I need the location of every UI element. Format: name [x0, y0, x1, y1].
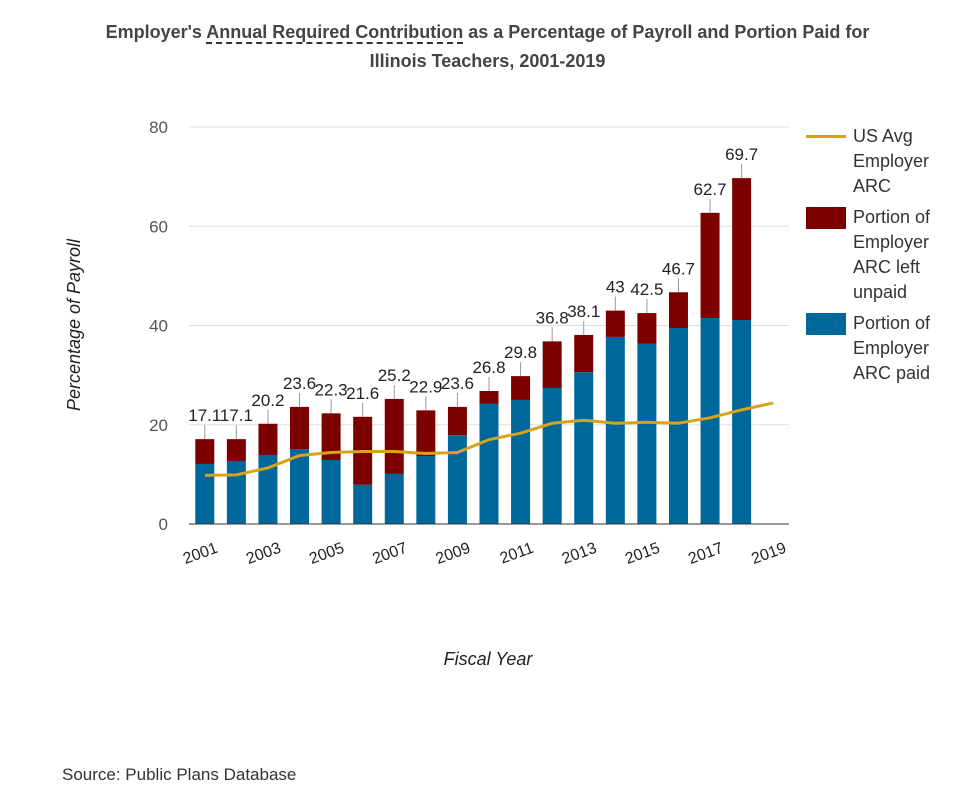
bar-segment	[668, 292, 688, 328]
bar-segment	[226, 460, 246, 524]
y-tick-label: 80	[149, 118, 168, 137]
bar-segment	[542, 388, 562, 524]
x-tick-label: 2003	[244, 540, 283, 568]
legend-label: Portion of Employer ARC left unpaid	[853, 207, 931, 302]
bar-segment	[290, 449, 310, 524]
data-label: 36.8	[536, 308, 569, 327]
data-label: 69.7	[725, 145, 758, 164]
bar-segment	[447, 435, 467, 524]
data-label: 25.2	[378, 366, 411, 385]
bar-segment	[226, 439, 246, 461]
bar-segment	[605, 310, 625, 337]
legend-swatch	[806, 313, 846, 335]
title-part: Employer's	[105, 22, 207, 42]
bar-segment	[384, 473, 404, 524]
data-label: 23.6	[283, 374, 316, 393]
bar-segment	[700, 212, 720, 319]
x-axis-label: Fiscal Year	[444, 649, 534, 669]
data-label: 42.5	[630, 280, 663, 299]
chart-title: Employer's Annual Required Contribution …	[90, 18, 885, 76]
data-label: 46.7	[662, 259, 695, 278]
x-tick-label: 2011	[498, 540, 536, 568]
bar-segment	[195, 463, 215, 524]
bar-segment	[542, 341, 562, 389]
y-tick-label: 60	[149, 217, 168, 236]
bar-segment	[258, 455, 278, 524]
bar-segment	[511, 399, 531, 524]
data-label: 22.9	[409, 377, 442, 396]
x-tick-label: 2017	[686, 540, 725, 568]
bar-segment	[353, 484, 373, 524]
bar-segment	[732, 178, 752, 321]
x-tick-label: 2001	[181, 540, 220, 568]
title-term[interactable]: Annual Required Contribution	[206, 22, 464, 44]
x-tick-label: 2019	[749, 540, 788, 568]
data-label: 23.6	[441, 374, 474, 393]
bar-segment	[479, 403, 499, 524]
data-label: 26.8	[472, 358, 505, 377]
bar-segment	[511, 376, 531, 400]
legend-swatch	[806, 135, 846, 138]
x-tick-label: 2013	[560, 540, 599, 568]
data-label: 21.6	[346, 384, 379, 403]
x-tick-label: 2009	[434, 540, 473, 568]
bar-segment	[321, 459, 341, 524]
legend-item[interactable]: US Avg Employer ARC	[806, 124, 966, 199]
y-tick-label: 40	[149, 317, 168, 336]
legend-swatch	[806, 207, 846, 229]
data-label: 22.3	[315, 380, 348, 399]
data-label: 38.1	[567, 302, 600, 321]
data-label: 29.8	[504, 343, 537, 362]
title-part: as a Percentage of Payroll and Portion P…	[369, 22, 870, 71]
bar-segment	[416, 410, 436, 457]
legend-item[interactable]: Portion of Employer ARC left unpaid	[806, 205, 966, 305]
data-label: 62.7	[694, 180, 727, 199]
bar-segment	[574, 334, 594, 373]
source: Source: Public Plans Database	[62, 765, 297, 784]
x-tick-label: 2007	[370, 540, 409, 568]
y-tick-label: 20	[149, 416, 168, 435]
bar-segment	[668, 327, 688, 524]
bar-segment	[700, 318, 720, 524]
bar-segment	[384, 398, 404, 474]
bar-segment	[416, 456, 436, 524]
data-label: 43	[606, 278, 625, 297]
data-label: 17.1	[188, 406, 221, 425]
bar-segment	[637, 313, 657, 344]
bar-segment	[258, 423, 278, 456]
bar-segment	[605, 336, 625, 524]
bar-segment	[290, 406, 310, 450]
data-label: 20.2	[251, 391, 284, 410]
bar-segment	[447, 406, 467, 436]
bar-segment	[321, 413, 341, 460]
legend-item[interactable]: Portion of Employer ARC paid	[806, 311, 966, 386]
data-label: 17.1	[220, 406, 253, 425]
bar-segment	[479, 391, 499, 404]
legend: US Avg Employer ARC Portion of Employer A…	[806, 124, 966, 392]
legend-label: US Avg Employer ARC	[853, 126, 930, 196]
y-axis-label: Percentage of Payroll	[64, 238, 84, 411]
bar-segment	[637, 343, 657, 524]
legend-label: Portion of Employer ARC paid	[853, 313, 931, 383]
bar-segment	[732, 320, 752, 524]
y-tick-label: 0	[159, 515, 168, 534]
x-tick-label: 2015	[623, 540, 662, 568]
x-tick-label: 2005	[307, 540, 346, 568]
bar-segment	[574, 372, 594, 524]
line-series	[204, 401, 774, 477]
bar-segment	[195, 439, 215, 464]
